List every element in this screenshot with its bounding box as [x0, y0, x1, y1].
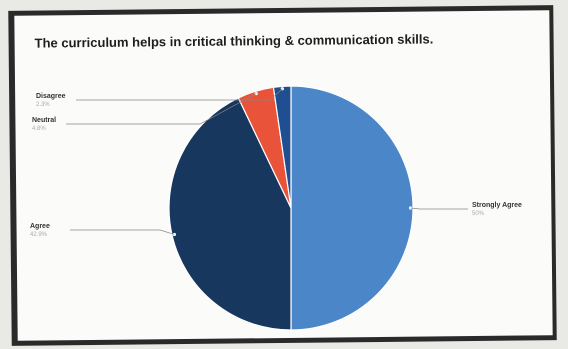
slice-label: Strongly Agree: [472, 202, 522, 209]
slice-label: Disagree: [36, 93, 66, 100]
slice-label: Agree: [30, 223, 50, 230]
pie-slice-disagree: [272, 85, 292, 209]
pie-slice-agree: [168, 97, 292, 331]
slice-label: Neutral: [32, 117, 56, 124]
leader-line: [70, 229, 175, 235]
slice-percent: 42.9%: [30, 232, 48, 238]
slice-percent: 4.8%: [32, 126, 46, 132]
leader-line: [410, 207, 468, 210]
leader-line: [76, 88, 283, 101]
pie-slice-strongly-agree: [290, 85, 414, 331]
slice-percent: 50%: [472, 211, 485, 217]
slice-percent: 2.3%: [36, 102, 50, 108]
leader-line: [66, 93, 257, 125]
